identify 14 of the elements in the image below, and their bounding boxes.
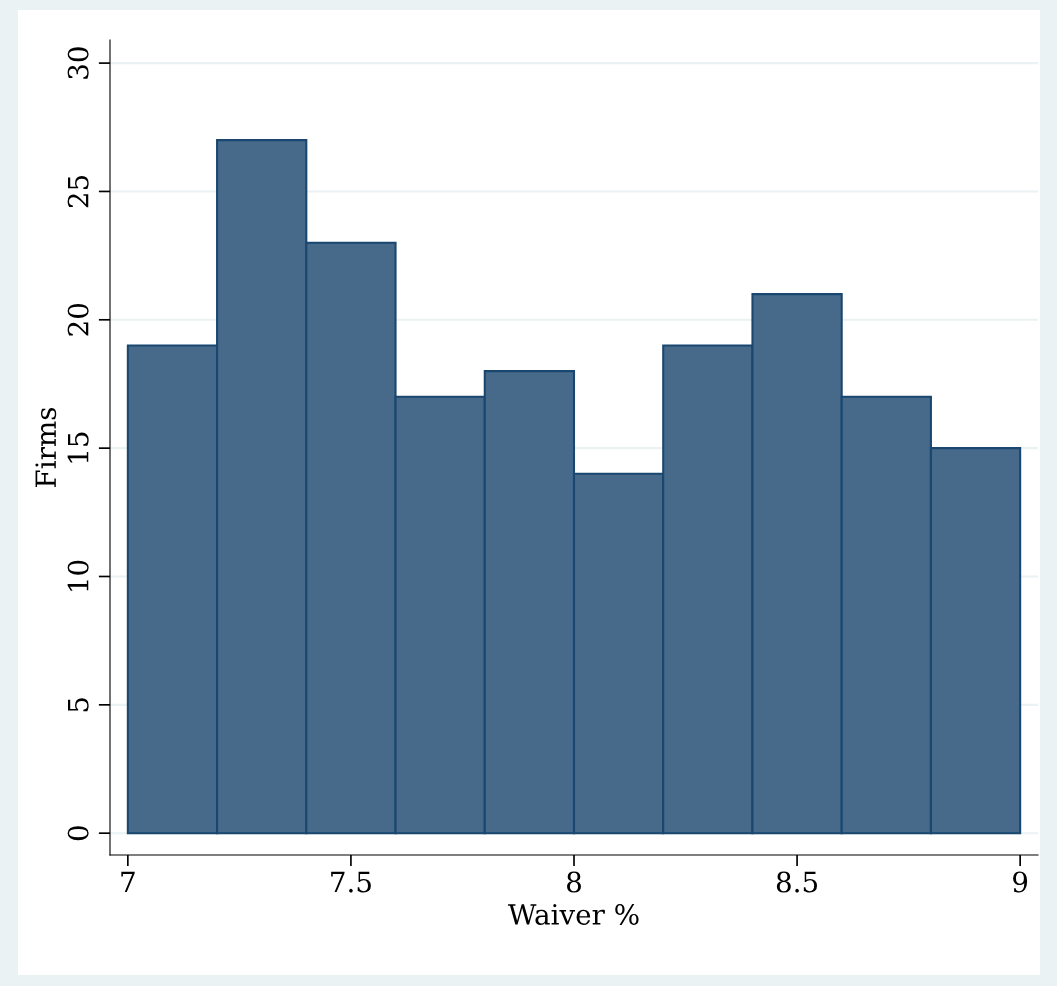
x-tick-label: 7.5 bbox=[331, 871, 371, 893]
x-tick-label: 9 bbox=[1013, 871, 1028, 893]
y-tick-label: 0 bbox=[67, 826, 89, 841]
x-tick-label: 8.5 bbox=[776, 871, 818, 893]
y-tick-label: 30 bbox=[67, 47, 89, 79]
x-tick-label: 7 bbox=[121, 871, 135, 893]
y-tick-label: 20 bbox=[67, 303, 89, 336]
y-tick-label: 25 bbox=[67, 175, 89, 208]
y-tick-label: 5 bbox=[68, 698, 89, 712]
y-tick-label: 15 bbox=[67, 432, 89, 463]
y-tick-label: 10 bbox=[67, 560, 89, 591]
y-axis-title: Firms bbox=[35, 407, 57, 487]
x-axis-title: Waiver % bbox=[508, 903, 639, 925]
x-tick-label: 8 bbox=[567, 871, 581, 893]
